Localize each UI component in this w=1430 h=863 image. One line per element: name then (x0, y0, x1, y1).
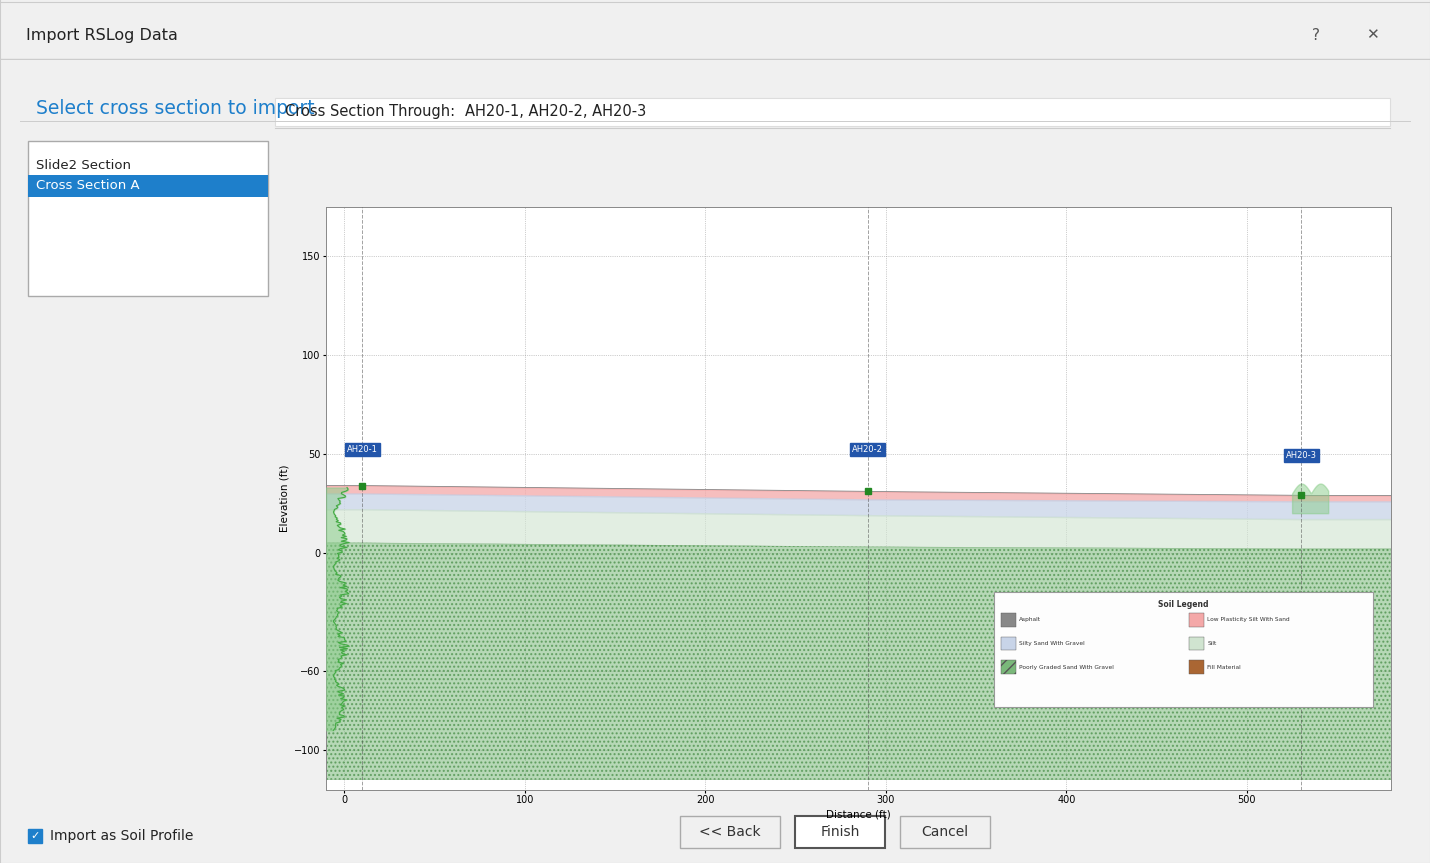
Bar (29, 175, 267, 197)
Bar (1001, 637, 1015, 651)
Text: AH20-1, AH20-2, AH20-3: AH20-1, AH20-2, AH20-3 (465, 104, 646, 119)
X-axis label: Distance (ft): Distance (ft) (827, 809, 891, 819)
Bar (1001, 613, 1015, 627)
Text: Finish: Finish (821, 825, 859, 839)
Text: Import as Soil Profile: Import as Soil Profile (50, 829, 193, 843)
Text: AH20-2: AH20-2 (852, 445, 884, 454)
Bar (681, 816, 779, 848)
Text: Poorly Graded Sand With Gravel: Poorly Graded Sand With Gravel (1020, 665, 1114, 670)
Text: Silty Sand With Gravel: Silty Sand With Gravel (1020, 641, 1085, 646)
Bar (1190, 613, 1204, 627)
Y-axis label: Elevation (ft): Elevation (ft) (280, 464, 290, 532)
Bar (1001, 660, 1015, 674)
Text: Fill Material: Fill Material (1207, 665, 1241, 670)
Bar (275, 98, 1390, 126)
Text: Asphalt: Asphalt (1020, 617, 1041, 622)
Text: Cancel: Cancel (921, 825, 968, 839)
Text: Import RSLog Data: Import RSLog Data (26, 28, 177, 42)
Bar (899, 816, 990, 848)
Text: Low Plasticity Silt With Sand: Low Plasticity Silt With Sand (1207, 617, 1290, 622)
Text: ?: ? (1311, 28, 1320, 42)
Bar (1190, 637, 1204, 651)
Text: Soil Legend: Soil Legend (1158, 600, 1208, 609)
Text: Select cross section to import: Select cross section to import (36, 98, 315, 117)
Bar (994, 592, 1373, 707)
Text: Cross Section Through:: Cross Section Through: (285, 104, 455, 119)
Bar (29, 828, 41, 843)
Text: Cross Section A: Cross Section A (36, 180, 140, 192)
Text: Slide2 Section: Slide2 Section (36, 159, 132, 172)
Bar (29, 141, 267, 296)
Text: ✕: ✕ (1367, 28, 1379, 42)
Text: Silt: Silt (1207, 641, 1217, 646)
Text: << Back: << Back (699, 825, 761, 839)
Bar (795, 816, 885, 848)
Text: ✓: ✓ (30, 831, 40, 841)
Text: AH20-3: AH20-3 (1286, 450, 1317, 460)
Bar (1190, 660, 1204, 674)
Text: AH20-1: AH20-1 (346, 445, 378, 454)
